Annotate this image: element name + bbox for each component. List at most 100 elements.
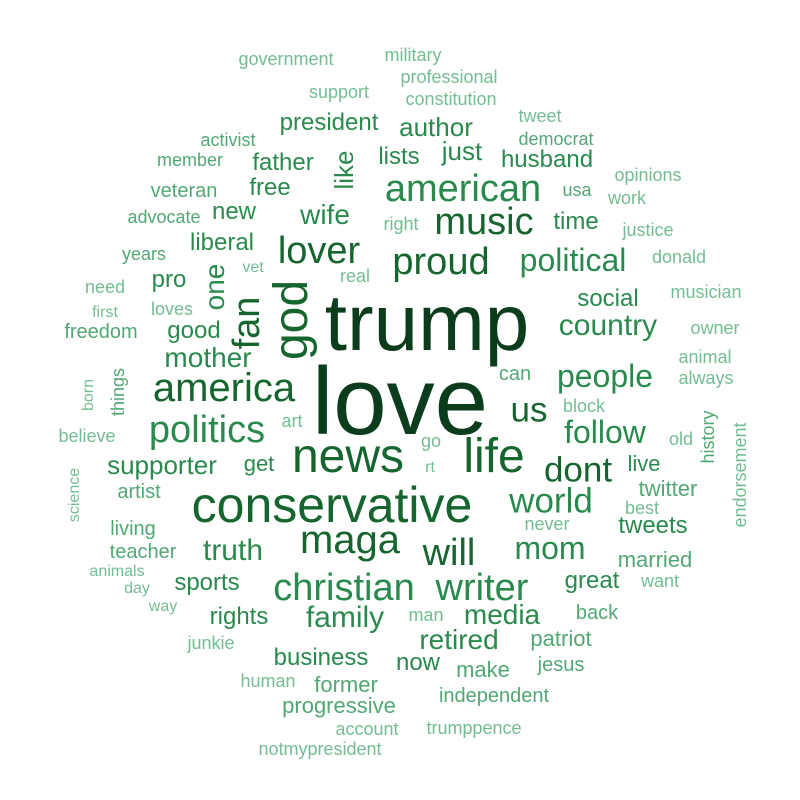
word-country: country: [558, 309, 658, 342]
word-good: good: [167, 317, 221, 344]
word-history: history: [698, 410, 718, 464]
word-father: father: [252, 149, 314, 176]
word-advocate: advocate: [127, 207, 201, 227]
word-rights: rights: [209, 603, 269, 630]
word-media: media: [463, 599, 541, 630]
word-politics: politics: [148, 409, 266, 451]
word-new: new: [211, 198, 257, 225]
word-jesus: jesus: [537, 654, 585, 676]
word-lists: lists: [378, 143, 420, 170]
word-make: make: [456, 657, 510, 682]
word-art: art: [281, 411, 303, 431]
word-owner: owner: [690, 318, 740, 338]
word-back: back: [575, 602, 619, 624]
word-account: account: [335, 719, 399, 739]
word-just: just: [441, 136, 483, 166]
word-great: great: [564, 567, 620, 594]
word-retired: retired: [419, 624, 499, 655]
word-free: free: [249, 174, 291, 201]
word-life: life: [463, 430, 525, 483]
word-justice: justice: [622, 220, 674, 240]
word-freedom: freedom: [64, 321, 138, 343]
word-always: always: [678, 368, 734, 388]
word-world: world: [509, 481, 593, 521]
word-author: author: [399, 112, 473, 142]
word-believe: believe: [58, 426, 116, 446]
word-rt: rt: [425, 459, 435, 476]
word-follow: follow: [564, 414, 646, 450]
word-get: get: [243, 451, 275, 476]
word-want: want: [640, 571, 680, 591]
word-liberal: liberal: [189, 229, 255, 256]
word-can: can: [498, 363, 532, 385]
word-american: american: [384, 168, 542, 210]
word-right: right: [383, 214, 419, 234]
word-endorsement: endorsement: [730, 422, 750, 528]
word-musician: musician: [670, 282, 742, 302]
word-vet: vet: [242, 259, 264, 276]
word-living: living: [110, 518, 156, 540]
word-christian: christian: [273, 567, 415, 609]
word-us: us: [510, 390, 548, 430]
word-love: love: [311, 348, 489, 455]
word-conservative: conservative: [191, 477, 473, 533]
word-go: go: [420, 431, 442, 451]
word-work: work: [607, 188, 647, 208]
word-pro: pro: [151, 266, 187, 293]
word-member: member: [156, 150, 224, 170]
word-loves: loves: [150, 299, 194, 319]
word-animal: animal: [678, 347, 732, 367]
word-old: old: [668, 429, 694, 449]
word-man: man: [408, 605, 444, 625]
word-way: way: [148, 598, 178, 615]
word-democrat: democrat: [518, 129, 594, 149]
word-twitter: twitter: [638, 476, 698, 501]
word-science: science: [66, 467, 83, 523]
word-tweet: tweet: [518, 106, 562, 126]
word-news: news: [291, 430, 405, 483]
word-husband: husband: [500, 146, 594, 173]
word-human: human: [240, 671, 296, 691]
word-best: best: [624, 498, 660, 518]
word-animals: animals: [89, 563, 145, 580]
word-trump: trump: [324, 278, 530, 367]
word-born: born: [80, 378, 97, 412]
word-maga: maga: [299, 518, 401, 562]
word-first: first: [92, 304, 118, 321]
word-writer: writer: [435, 567, 529, 609]
word-junkie: junkie: [187, 633, 235, 653]
word-things: things: [108, 367, 128, 417]
word-social: social: [577, 285, 639, 312]
word-military: military: [384, 45, 442, 65]
word-political: political: [519, 242, 627, 278]
word-usa: usa: [562, 180, 592, 200]
word-artist: artist: [117, 481, 161, 503]
word-patriot: patriot: [530, 626, 592, 651]
word-teacher: teacher: [109, 541, 177, 563]
word-block: block: [562, 396, 606, 416]
word-tweets: tweets: [618, 512, 688, 539]
word-support: support: [308, 82, 370, 102]
word-notmypresident: notmypresident: [258, 739, 382, 759]
word-real: real: [339, 266, 371, 286]
word-god: god: [265, 279, 318, 361]
word-people: people: [556, 358, 654, 394]
word-like: like: [329, 150, 359, 190]
word-time: time: [553, 208, 599, 235]
word-years: years: [121, 244, 167, 264]
word-need: need: [84, 277, 126, 297]
word-veteran: veteran: [150, 180, 218, 202]
word-supporter: supporter: [107, 450, 217, 480]
word-professional: professional: [400, 67, 498, 87]
word-trumppence: trumppence: [426, 718, 522, 738]
word-independent: independent: [438, 685, 550, 707]
word-progressive: progressive: [282, 693, 396, 718]
word-activist: activist: [200, 130, 256, 150]
word-live: live: [627, 451, 661, 476]
word-mom: mom: [514, 530, 586, 566]
word-constitution: constitution: [405, 89, 497, 109]
word-former: former: [314, 672, 378, 697]
word-proud: proud: [392, 241, 490, 283]
word-america: america: [152, 366, 296, 410]
